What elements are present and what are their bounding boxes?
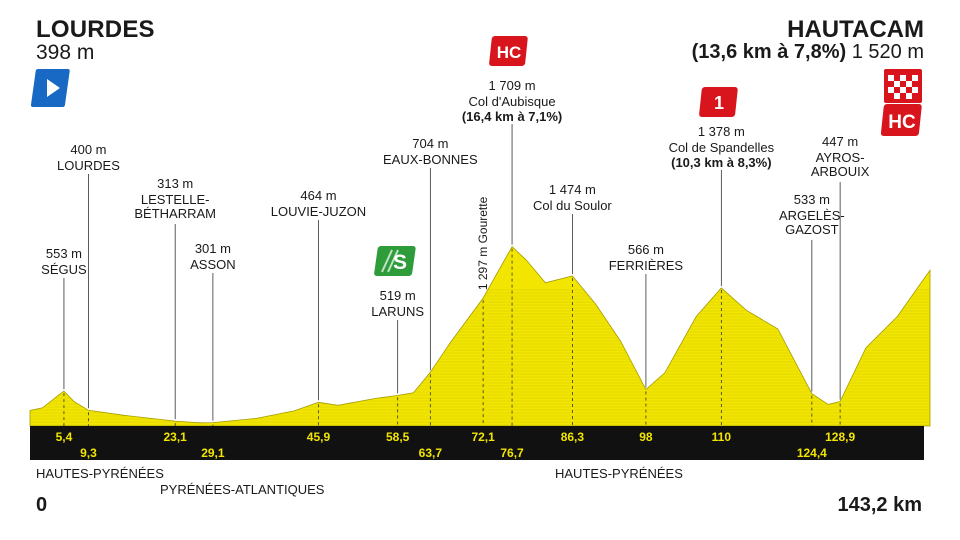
marker-altitude: 1 378 m — [698, 124, 745, 139]
sprint-label: S — [393, 251, 407, 274]
department-label-2: PYRÉNÉES-ATLANTIQUES — [160, 482, 325, 497]
marker-name: BÉTHARRAM — [134, 206, 216, 221]
finish-altitude: 1 520 m — [851, 41, 924, 63]
km-marker-0: 5,4 — [56, 430, 73, 444]
marker-name: ARGELÈS- — [779, 208, 845, 223]
km-marker-2: 23,1 — [164, 430, 188, 444]
km-marker-12: 124,4 — [797, 446, 827, 460]
marker-altitude: 447 m — [822, 134, 858, 149]
marker-altitude: 566 m — [628, 242, 664, 257]
hc-badge-text: HC — [497, 43, 522, 62]
start-altitude: 398 m — [36, 41, 95, 64]
finish-category-text: HC — [888, 112, 916, 133]
finish-checkered-flag-icon — [884, 69, 922, 103]
marker-name: Col d'Aubisque — [469, 94, 556, 109]
marker-name: AYROS- — [816, 150, 865, 165]
marker-altitude: 519 m — [380, 288, 416, 303]
km-marker-4: 45,9 — [307, 430, 331, 444]
marker-name: Col de Spandelles — [669, 140, 775, 155]
start-town-name: LOURDES — [36, 16, 155, 43]
start-distance: 0 — [36, 494, 48, 516]
department-label-1: HAUTES-PYRÉNÉES — [36, 466, 164, 481]
marker-name: ARBOUIX — [811, 164, 870, 179]
start-flag-icon — [30, 69, 70, 107]
marker-altitude: 301 m — [195, 241, 231, 256]
marker-altitude: 400 m — [70, 142, 106, 157]
km-marker-8: 76,7 — [500, 446, 524, 460]
marker-name: LARUNS — [371, 304, 424, 319]
marker-climb-stats: (10,3 km à 8,3%) — [671, 155, 771, 170]
km-marker-7: 72,1 — [471, 430, 495, 444]
marker-altitude: 1 474 m — [549, 182, 596, 197]
marker-label-gourette: 1 297 m Gourette — [476, 196, 490, 290]
hc-climb-badge-aubisque: HC — [489, 36, 528, 66]
km-marker-1: 9,3 — [80, 446, 97, 460]
finish-climb-stats: (13,6 km à 7,8%) — [691, 41, 847, 63]
marker-name: LOURDES — [57, 158, 120, 173]
marker-altitude: 313 m — [157, 176, 193, 191]
marker-name: GAZOST — [785, 222, 839, 237]
marker-altitude: 464 m — [300, 188, 336, 203]
marker-altitude: 553 m — [46, 246, 82, 261]
marker-name: LOUVIE-JUZON — [271, 204, 366, 219]
marker-name: SÉGUS — [41, 262, 87, 277]
marker-name: FERRIÈRES — [609, 258, 684, 273]
km-band — [30, 426, 924, 460]
km-marker-5: 58,5 — [386, 430, 410, 444]
department-label-3: HAUTES-PYRÉNÉES — [555, 466, 683, 481]
finish-climb-info: (13,6 km à 7,8%) 1 520 m — [692, 41, 924, 64]
marker-name: ASSON — [190, 257, 236, 272]
finish-climb-category-badge: HC — [880, 104, 922, 136]
marker-name: LESTELLE- — [141, 192, 210, 207]
profile-area — [30, 246, 930, 426]
finish-town-name: HAUTACAM — [787, 16, 924, 43]
end-distance: 143,2 km — [837, 494, 922, 516]
sprint-point-icon: S — [374, 246, 416, 276]
km-marker-9: 86,3 — [561, 430, 585, 444]
km-marker-6: 63,7 — [419, 446, 443, 460]
km-marker-10: 98 — [639, 430, 653, 444]
km-marker-13: 128,9 — [825, 430, 855, 444]
km-labels-layer: 5,4 9,3 23,1 29,1 45,9 58,5 63,7 72,1 76,7 86,3 98… — [56, 430, 856, 460]
marker-name: EAUX-BONNES — [383, 152, 478, 167]
marker-altitude: 1 709 m — [489, 78, 536, 93]
marker-climb-stats: (16,4 km à 7,1%) — [462, 109, 562, 124]
km-marker-11: 110 — [712, 430, 732, 444]
marker-altitude: 533 m — [794, 192, 830, 207]
cat1-climb-badge-spandelles: 1 — [699, 87, 738, 117]
cat1-badge-text: 1 — [714, 93, 724, 113]
marker-lines-layer — [63, 124, 841, 426]
marker-altitude: 704 m — [412, 136, 448, 151]
marker-name: Col du Soulor — [533, 198, 612, 213]
km-marker-3: 29,1 — [201, 446, 225, 460]
